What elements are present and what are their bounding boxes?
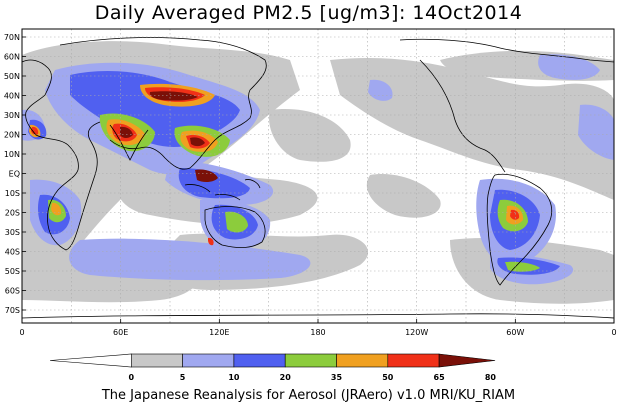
- latitude-label: 70S: [5, 306, 20, 315]
- longitude-label: 120E: [209, 328, 229, 337]
- colorbar-label: 10: [228, 373, 240, 382]
- colorbar-segment: [284, 353, 337, 368]
- colorbar-label: 65: [434, 373, 446, 382]
- pm25-field: [22, 29, 614, 323]
- footer-credit: The Japanese Reanalysis for Aerosol (JRA…: [101, 388, 516, 403]
- latitude-label: 60N: [4, 53, 20, 62]
- longitude-label: 120W: [405, 328, 428, 337]
- coastlines: [22, 37, 614, 319]
- colorbar-segment: [387, 353, 440, 368]
- colorbar-label: 5: [180, 373, 186, 382]
- colorbar-segment: [233, 353, 286, 368]
- colorbar: 0 5 10 20 35 50 65 80: [49, 353, 497, 382]
- latitude-label: 20S: [5, 209, 20, 218]
- colorbar-label: 35: [331, 373, 343, 382]
- latitude-label: 10S: [5, 189, 20, 198]
- map-title: Daily Averaged PM2.5 [ug/m3]: 14Oct2014: [94, 2, 523, 24]
- level-80-plus: [120, 91, 218, 183]
- latitude-label: EQ: [9, 170, 20, 179]
- latitude-label: 40S: [5, 248, 20, 257]
- longitude-label: 60E: [113, 328, 128, 337]
- longitude-axis: 0 60E 120E 180 120W 60W 0: [19, 319, 617, 337]
- colorbar-segment: [336, 353, 389, 368]
- colorbar-segment: [49, 353, 132, 368]
- latitude-label: 20N: [4, 131, 20, 140]
- latitude-label: 50N: [4, 72, 20, 81]
- latitude-label: 50S: [5, 267, 20, 276]
- colorbar-segment: [131, 353, 183, 368]
- colorbar-label: 0: [129, 373, 135, 382]
- longitude-label: 0: [611, 328, 616, 337]
- longitude-label: 0: [19, 328, 24, 337]
- latitude-label: 70N: [4, 33, 20, 42]
- latitude-label: 40N: [4, 92, 20, 101]
- latitude-label: 30N: [4, 111, 20, 120]
- longitude-label: 180: [310, 328, 325, 337]
- colorbar-segment: [182, 353, 235, 368]
- latitude-axis: 70N 60N 50N 40N 30N 20N 10N EQ 10S 20S 30S 40S 50S 60…: [4, 33, 26, 315]
- colorbar-label: 20: [280, 373, 292, 382]
- gridlines: [22, 29, 614, 323]
- colorbar-label: 50: [382, 373, 394, 382]
- latitude-label: 30S: [5, 228, 20, 237]
- colorbar-segment: [438, 353, 496, 368]
- latitude-label: 60S: [5, 287, 20, 296]
- colorbar-label: 80: [485, 373, 497, 382]
- longitude-label: 60W: [506, 328, 524, 337]
- latitude-label: 10N: [4, 150, 20, 159]
